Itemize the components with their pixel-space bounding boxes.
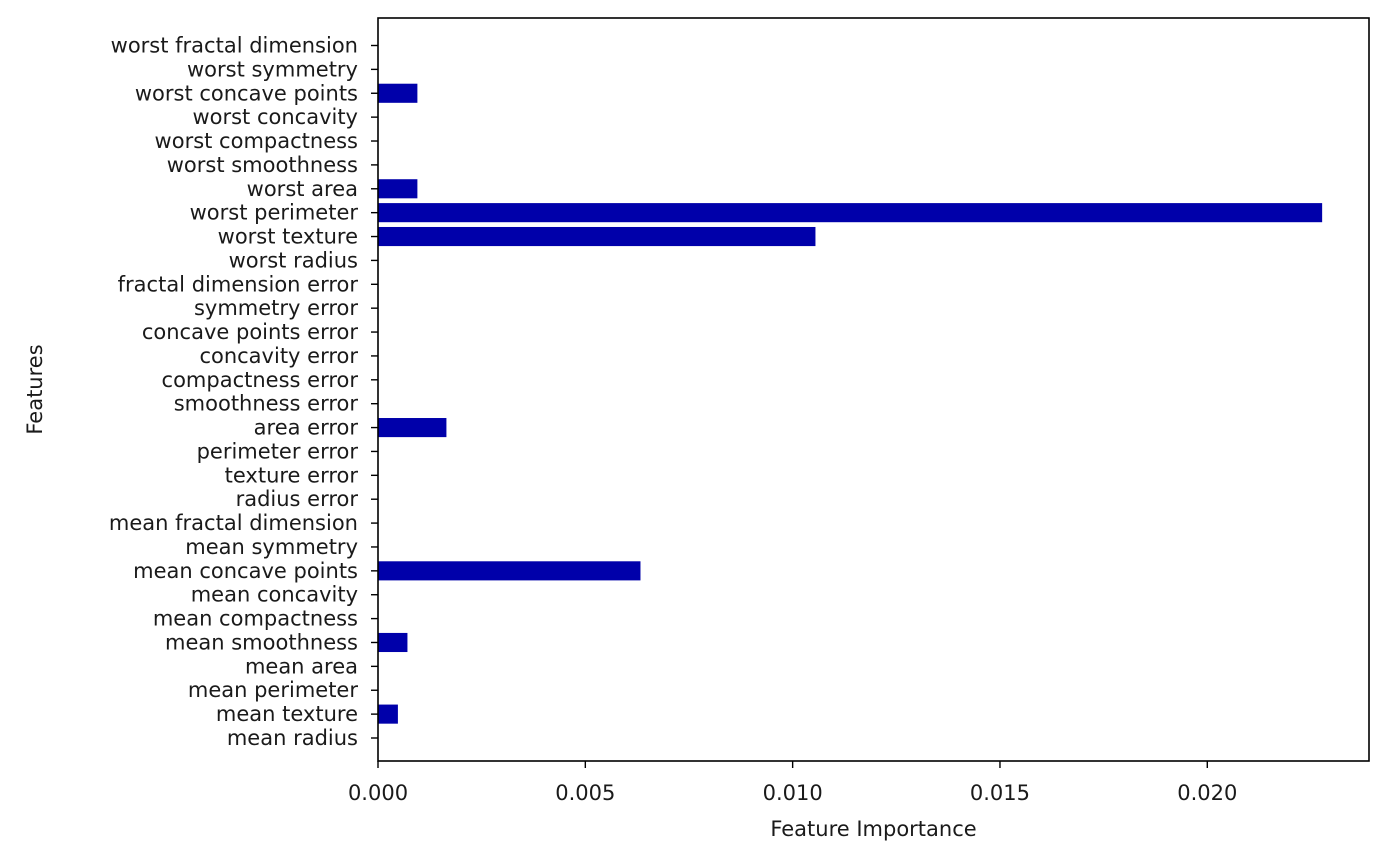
bar-area-error (378, 418, 447, 438)
y-tick-label: mean radius (227, 726, 358, 750)
x-tick-label: 0.010 (763, 781, 823, 805)
y-tick-label: area error (254, 416, 359, 440)
bar-mean-smoothness (378, 632, 408, 653)
y-tick-label: mean fractal dimension (109, 511, 358, 535)
x-axis-ticks: 0.000 0.005 0.010 0.015 0.020 (348, 761, 1237, 805)
y-tick-label: fractal dimension error (118, 272, 359, 296)
y-tick-label: worst smoothness (167, 153, 358, 177)
bar-worst-area (378, 179, 418, 199)
y-tick-label: radius error (236, 487, 359, 511)
y-tick-label: texture error (225, 463, 359, 487)
y-tick-label: worst radius (229, 248, 358, 272)
y-tick-label: worst compactness (155, 129, 358, 153)
y-tick-label: mean texture (216, 702, 358, 726)
bar-mean-concave-points (378, 561, 641, 581)
bar-mean-texture (378, 704, 398, 724)
y-tick-label: mean compactness (153, 607, 358, 631)
y-tick-label: mean area (245, 654, 358, 678)
x-axis-label: Feature Importance (770, 817, 976, 841)
y-tick-label: mean smoothness (165, 630, 358, 654)
x-tick-label: 0.020 (1177, 781, 1237, 805)
y-tick-label: worst concavity (192, 105, 358, 129)
y-tick-label: mean perimeter (188, 678, 358, 702)
y-tick-label: concavity error (199, 344, 358, 368)
y-tick-label: worst perimeter (190, 201, 359, 225)
plot-frame (377, 17, 1370, 762)
y-tick-label: mean symmetry (185, 535, 358, 559)
y-tick-label: worst texture (218, 225, 358, 249)
bar-worst-concave-points (378, 83, 418, 103)
y-tick-label: mean concavity (191, 583, 358, 607)
y-tick-label: perimeter error (197, 439, 359, 463)
y-tick-label: smoothness error (174, 392, 359, 416)
x-tick-label: 0.005 (555, 781, 615, 805)
y-tick-label: compactness error (162, 368, 359, 392)
bar-worst-perimeter (378, 203, 1323, 223)
y-tick-label: worst fractal dimension (111, 34, 358, 58)
x-tick-label: 0.000 (348, 781, 408, 805)
bars-layer (378, 83, 1323, 724)
y-tick-label: mean concave points (133, 559, 358, 583)
y-tick-label: concave points error (142, 320, 359, 344)
bar-worst-texture (378, 226, 816, 247)
y-tick-label: worst symmetry (187, 57, 358, 81)
y-tick-label: worst concave points (135, 81, 358, 105)
y-axis-label: Features (23, 344, 47, 434)
y-tick-label: worst area (247, 177, 358, 201)
x-tick-label: 0.015 (970, 781, 1030, 805)
y-tick-label: symmetry error (194, 296, 358, 320)
